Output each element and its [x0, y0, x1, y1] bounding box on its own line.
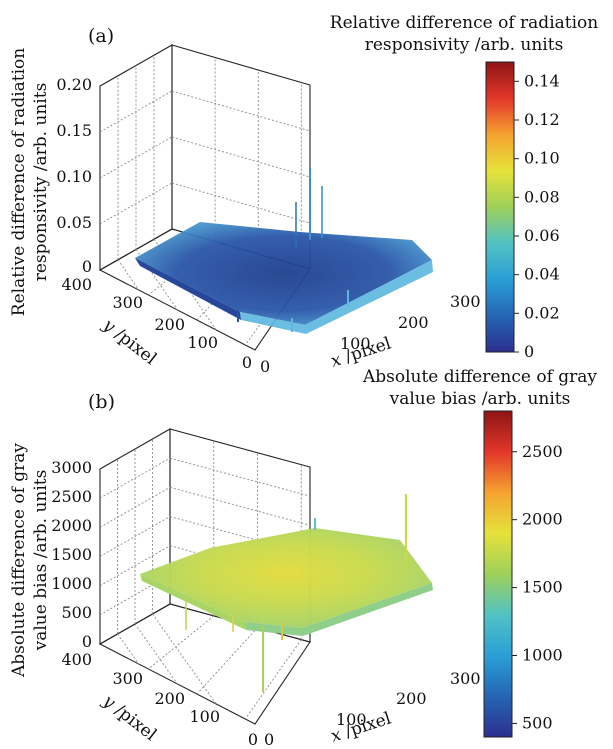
colorbar-tick-label: 1000: [522, 646, 563, 665]
panel-a-spikes: [237, 168, 349, 332]
grid-line: [99, 516, 171, 557]
x-tick-label: 100: [336, 710, 367, 729]
y-tick-label: 300: [112, 293, 143, 312]
y-tick-label: 300: [112, 669, 143, 688]
z-axis-label-line: Absolute difference of gray: [9, 443, 29, 678]
grid-line: [117, 633, 140, 665]
x-tick-label: 300: [450, 292, 481, 311]
colorbar-title-line: value bias /arb. units: [389, 389, 571, 409]
grid-line: [169, 486, 311, 526]
panel-b-surface-patch: [140, 528, 432, 628]
y-tick-label: 200: [154, 315, 185, 334]
panel-a-surface: [135, 168, 433, 334]
z-tick-label: 3000: [51, 458, 92, 477]
y-tick-label: 400: [61, 275, 92, 294]
colorbar-tick-label: 500: [522, 713, 553, 732]
panel-b-y-axis-label: y /pixel: [98, 691, 160, 746]
panel-b-surface-left-edge: [140, 574, 246, 630]
colorbar-tick-label: 1500: [522, 578, 563, 597]
grid-line: [148, 615, 215, 670]
colorbar-a-frame: [485, 61, 515, 353]
colorbar-tick-label: 2000: [522, 510, 563, 529]
z-tick-label: 0.20: [56, 75, 92, 94]
panel-b-y-ticks: 400 300 200 100 0: [61, 650, 258, 749]
colorbar-b-frame: [483, 410, 513, 738]
x-tick-label: 200: [396, 689, 427, 708]
colorbar-tick-label: 0.10: [524, 149, 560, 168]
panel-a-grid: [99, 55, 311, 346]
panel-a-colorbar: Relative difference of radiation respons…: [330, 13, 598, 361]
grid-line: [169, 457, 311, 497]
panel-b-x-ticks: 0 100 200 300: [264, 669, 481, 749]
colorbar-tick-label: 2500: [522, 442, 563, 461]
grid-line: [171, 182, 311, 224]
z-axis-label-line: Relative difference of radiation: [9, 48, 29, 316]
panel-a-tag: (a): [88, 25, 114, 47]
grid-line: [171, 136, 311, 178]
colorbar-title-line: responsivity /arb. units: [365, 35, 564, 55]
z-tick-label: 0: [82, 257, 92, 276]
colorbar-tick-label: 0.12: [524, 110, 560, 129]
x-tick-label: 0: [260, 357, 270, 376]
z-tick-label: 0.15: [56, 121, 92, 140]
y-tick-label: 0: [242, 353, 252, 372]
z-tick-label: 2500: [51, 487, 92, 506]
z-tick-label: 1000: [51, 574, 92, 593]
panel-a-z-axis-label: Relative difference of radiation respons…: [9, 48, 51, 316]
colorbar-tick-label: 0.02: [524, 303, 560, 322]
panel-b-z-ticks: 3000 2500 2000 1500 1000 500 0: [51, 458, 92, 651]
z-tick-label: 0.10: [56, 167, 92, 186]
y-tick-label: 100: [187, 333, 218, 352]
panel-b-colorbar: Absolute difference of gray value bias /…: [362, 367, 597, 738]
z-tick-label: 2000: [51, 516, 92, 535]
colorbar-tick-label: 0.08: [524, 187, 560, 206]
panel-b-floor: [98, 603, 311, 725]
grid-line: [117, 259, 140, 291]
z-tick-label: 1500: [51, 545, 92, 564]
y-tick-label: 200: [154, 689, 185, 708]
panel-b-tag: (b): [88, 391, 115, 413]
panel-a-y-ticks: 400 300 200 100 0: [61, 275, 252, 372]
grid-line: [99, 545, 171, 587]
colorbar-tick-label: 0: [524, 342, 534, 361]
panel-a-z-ticks: 0.20 0.15 0.10 0.05 0: [56, 75, 92, 276]
colorbar-b-fill: [484, 411, 512, 737]
panel-b: (b) 3000 2500 2000 1500 1: [9, 367, 597, 749]
z-tick-label: 500: [61, 603, 92, 622]
colorbar-tick-label: 0.14: [524, 71, 560, 90]
panel-b-surface: [140, 494, 433, 692]
grid-line: [196, 627, 258, 695]
x-tick-label: 300: [450, 669, 481, 688]
colorbar-title-line: Relative difference of radiation: [330, 13, 598, 33]
z-axis-label-line: value bias /arb. units: [31, 470, 51, 652]
x-tick-label: 0: [264, 730, 274, 749]
grid-line: [134, 623, 178, 685]
panel-a-surface-patch: [135, 222, 432, 325]
colorbar-tick-label: 0.06: [524, 226, 560, 245]
x-tick-label: 200: [398, 313, 429, 332]
x-tick-label: 100: [340, 334, 371, 353]
y-tick-label: 400: [61, 650, 92, 669]
panel-a-surface-left-edge: [135, 258, 241, 320]
panel-a-x-ticks: 0 100 200 300: [260, 292, 481, 376]
colorbar-tick-label: 0.04: [524, 265, 560, 284]
z-axis-label-line: responsivity /arb. units: [31, 83, 51, 282]
grid-line: [244, 639, 302, 720]
y-tick-label: 100: [189, 707, 220, 726]
panel-a-y-axis-label: y /pixel: [98, 315, 160, 370]
y-tick-label: 0: [248, 730, 258, 749]
panel-a: (a) 0.20: [9, 13, 598, 376]
colorbar-a-fill: [486, 62, 514, 352]
panel-b-spikes: [185, 494, 408, 692]
colorbar-a-ticks: 0 0.02 0.04 0.06 0.08 0.10 0.12 0.14: [514, 71, 560, 361]
z-tick-label: 0: [82, 632, 92, 651]
panel-b-z-axis-label: Absolute difference of gray value bias /…: [9, 443, 51, 678]
z-tick-label: 0.05: [56, 213, 92, 232]
colorbar-title-line: Absolute difference of gray: [362, 367, 597, 387]
grid-line: [171, 90, 311, 132]
colorbar-b-ticks: 500 1000 1500 2000 2500: [512, 442, 563, 732]
